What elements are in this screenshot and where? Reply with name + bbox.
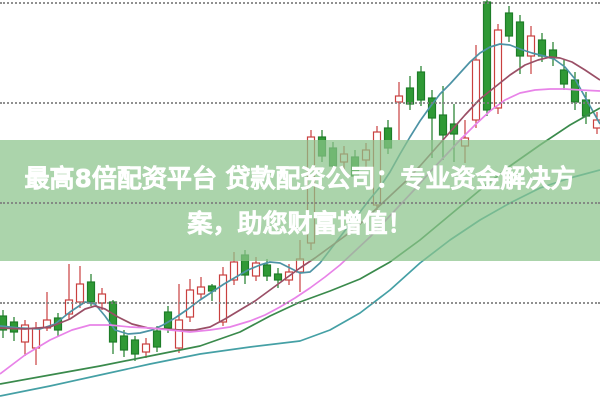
- promo-text: 最高8倍配资平台 贷款配资公司：专业资金解决方 案，助您财富增值！: [0, 140, 600, 261]
- candle-up: [20, 324, 30, 343]
- candle-up: [218, 274, 228, 323]
- candle-up: [394, 95, 404, 103]
- candle-up: [526, 35, 536, 57]
- promo-text-line1: 最高8倍配资平台 贷款配资公司：专业资金解决方: [24, 163, 576, 193]
- candle-down: [438, 114, 448, 136]
- candle-down: [130, 339, 140, 355]
- candle-up: [31, 327, 41, 349]
- candle-down: [416, 71, 426, 101]
- candle-down: [262, 264, 272, 277]
- ma-long-magenta: [0, 88, 600, 375]
- candle-down: [86, 281, 96, 303]
- candle-up: [185, 289, 195, 318]
- candle-down: [537, 39, 547, 57]
- candle-down: [0, 315, 8, 331]
- candle-down: [515, 21, 525, 57]
- candle-down: [405, 87, 415, 105]
- candle-up: [229, 261, 239, 281]
- candle-down: [559, 69, 569, 85]
- candle-down: [119, 335, 129, 351]
- candle-down: [152, 330, 162, 348]
- candle-up: [251, 262, 261, 277]
- candle-up: [493, 29, 503, 109]
- candle-down: [449, 123, 459, 135]
- candle-down: [108, 301, 118, 343]
- candle-up: [174, 319, 184, 349]
- candle-down: [273, 273, 283, 281]
- candle-up: [141, 343, 151, 353]
- candle-up: [64, 299, 74, 315]
- promo-banner-overlay: [0, 140, 600, 261]
- candle-up: [471, 59, 481, 121]
- candle-up: [75, 283, 85, 303]
- promo-text-line2: 案，助您财富增值！: [187, 208, 413, 238]
- candle-up: [196, 286, 206, 295]
- candle-down: [504, 12, 514, 37]
- candle-up: [97, 293, 107, 304]
